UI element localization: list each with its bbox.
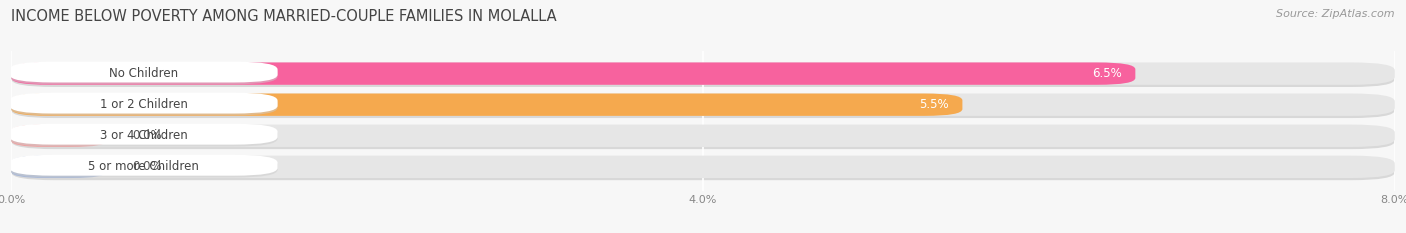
Text: 0.0%: 0.0% — [132, 160, 162, 173]
FancyBboxPatch shape — [11, 156, 1395, 178]
FancyBboxPatch shape — [11, 93, 962, 116]
Text: 3 or 4 Children: 3 or 4 Children — [100, 129, 187, 142]
FancyBboxPatch shape — [11, 158, 1395, 180]
FancyBboxPatch shape — [11, 127, 1395, 149]
Text: 6.5%: 6.5% — [1092, 67, 1122, 80]
FancyBboxPatch shape — [11, 156, 107, 178]
Text: 0.0%: 0.0% — [132, 129, 162, 142]
Text: 5 or more Children: 5 or more Children — [89, 160, 200, 173]
Text: 1 or 2 Children: 1 or 2 Children — [100, 98, 187, 111]
Text: No Children: No Children — [110, 67, 179, 80]
FancyBboxPatch shape — [10, 157, 277, 178]
FancyBboxPatch shape — [10, 62, 277, 82]
Text: Source: ZipAtlas.com: Source: ZipAtlas.com — [1277, 9, 1395, 19]
FancyBboxPatch shape — [11, 96, 1395, 118]
FancyBboxPatch shape — [10, 95, 277, 115]
Text: 5.5%: 5.5% — [920, 98, 949, 111]
FancyBboxPatch shape — [11, 93, 1395, 116]
FancyBboxPatch shape — [11, 65, 1395, 87]
FancyBboxPatch shape — [10, 124, 277, 145]
FancyBboxPatch shape — [11, 125, 107, 147]
FancyBboxPatch shape — [10, 155, 277, 176]
Text: INCOME BELOW POVERTY AMONG MARRIED-COUPLE FAMILIES IN MOLALLA: INCOME BELOW POVERTY AMONG MARRIED-COUPL… — [11, 9, 557, 24]
FancyBboxPatch shape — [10, 93, 277, 113]
FancyBboxPatch shape — [10, 64, 277, 84]
FancyBboxPatch shape — [10, 126, 277, 147]
FancyBboxPatch shape — [11, 62, 1136, 85]
FancyBboxPatch shape — [11, 62, 1395, 85]
FancyBboxPatch shape — [11, 125, 1395, 147]
